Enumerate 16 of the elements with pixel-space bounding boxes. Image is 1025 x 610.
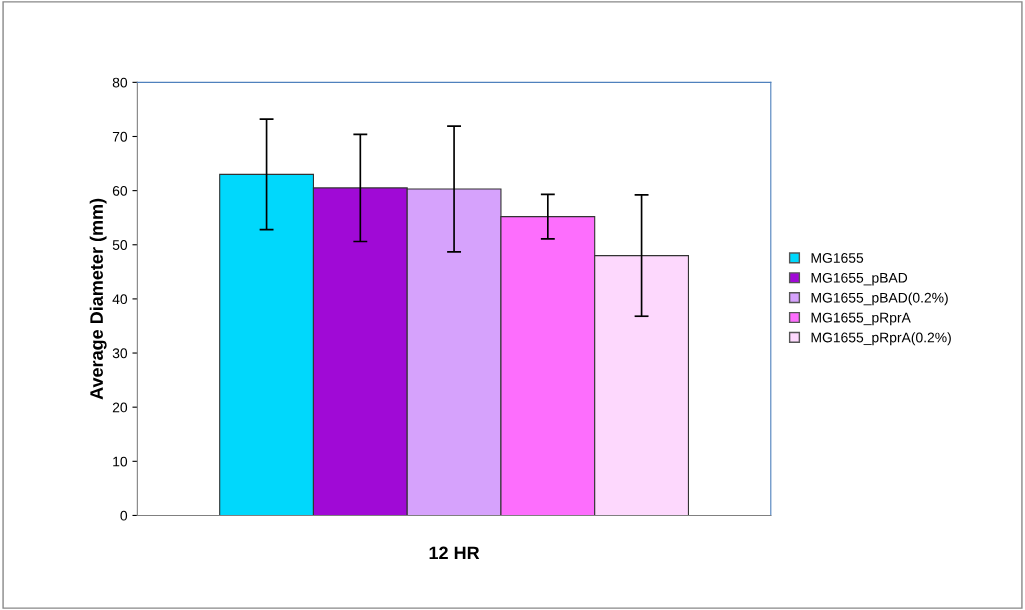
legend-label: MG1655_pRprA bbox=[811, 312, 911, 326]
y-tick-label: 50 bbox=[112, 240, 128, 250]
legend-label: MG1655_pBAD(0.2%) bbox=[811, 292, 948, 306]
legend-label: MG1655_pBAD bbox=[811, 272, 908, 286]
y-tick-label: 10 bbox=[113, 456, 128, 467]
legend-label: MG1655 bbox=[811, 253, 864, 263]
y-tick-label: 40 bbox=[112, 294, 128, 305]
y-tick-label: 30 bbox=[112, 348, 128, 359]
y-tick-label: 20 bbox=[112, 402, 128, 413]
y-tick-label: 60 bbox=[112, 185, 128, 196]
legend-label: MG1655_pRprA(0.2%) bbox=[811, 332, 951, 346]
y-axis-title: Average Diameter (mm) bbox=[89, 198, 107, 400]
x-tick-label: 12 HR bbox=[429, 546, 480, 560]
y-tick-label: 80 bbox=[112, 77, 128, 88]
y-tick-label: 70 bbox=[112, 131, 128, 142]
y-tick-label: 0 bbox=[120, 510, 128, 521]
